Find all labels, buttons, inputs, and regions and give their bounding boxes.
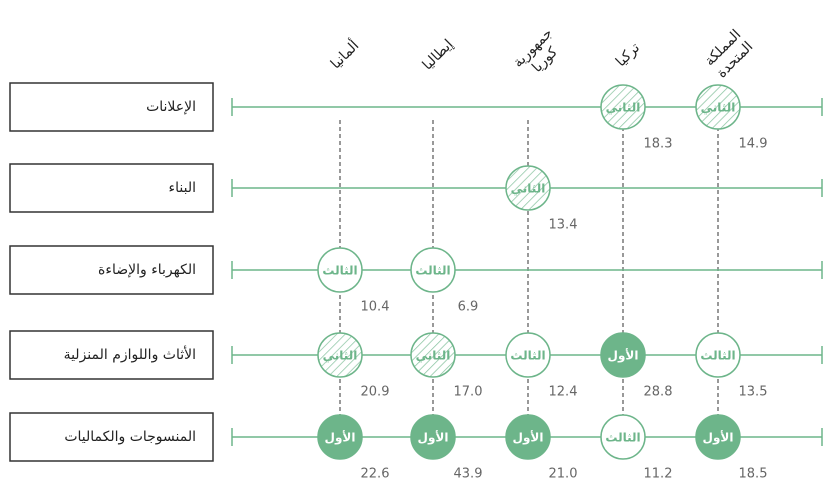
rank-label: الثالث bbox=[415, 264, 450, 278]
value-label: 12.4 bbox=[549, 385, 578, 400]
column-label: إيطاليا bbox=[420, 36, 457, 73]
rank-marker bbox=[600, 84, 646, 130]
rank-marker bbox=[317, 414, 363, 460]
row-label: الإعلانات bbox=[146, 99, 196, 115]
rank-marker bbox=[317, 247, 363, 293]
rank-label: الثاني bbox=[606, 101, 641, 115]
rank-label: الأول bbox=[608, 348, 639, 364]
rank-label: الثاني bbox=[511, 182, 546, 196]
row-label-box bbox=[9, 412, 214, 462]
value-label: 18.5 bbox=[739, 467, 768, 482]
row-label: المنسوجات والكماليات bbox=[64, 429, 196, 445]
rank-marker bbox=[410, 247, 456, 293]
rank-marker bbox=[695, 414, 741, 460]
rank-label: الثالث bbox=[700, 349, 735, 363]
rank-label: الثاني bbox=[323, 349, 358, 363]
value-label: 20.9 bbox=[361, 385, 390, 400]
rank-label: الثالث bbox=[510, 349, 545, 363]
rank-label: الأول bbox=[325, 430, 356, 446]
value-label: 11.2 bbox=[644, 467, 673, 482]
row-label: الأثاث واللوازم المنزلية bbox=[64, 345, 196, 363]
rank-marker bbox=[505, 332, 551, 378]
value-label: 13.5 bbox=[739, 385, 768, 400]
rank-marker bbox=[695, 332, 741, 378]
value-label: 43.9 bbox=[454, 467, 483, 482]
value-label: 18.3 bbox=[644, 137, 673, 152]
value-label: 14.9 bbox=[739, 137, 768, 152]
rank-marker bbox=[600, 332, 646, 378]
row-label-box bbox=[9, 330, 214, 380]
rank-label: الأول bbox=[513, 430, 544, 446]
value-label: 13.4 bbox=[549, 218, 578, 233]
rank-label: الثالث bbox=[605, 431, 640, 445]
rank-label: الثالث bbox=[322, 264, 357, 278]
rank-marker bbox=[410, 414, 456, 460]
row-label: الكهرباء والإضاءة bbox=[98, 262, 196, 278]
rank-label: الأول bbox=[418, 430, 449, 446]
rank-marker bbox=[410, 332, 456, 378]
rank-marker bbox=[505, 165, 551, 211]
value-label: 21.0 bbox=[549, 467, 578, 482]
value-label: 10.4 bbox=[361, 300, 390, 315]
value-label: 6.9 bbox=[458, 300, 479, 315]
rank-label: الأول bbox=[703, 430, 734, 446]
row-label-box bbox=[9, 245, 214, 295]
value-label: 22.6 bbox=[361, 467, 390, 482]
rank-marker bbox=[505, 414, 551, 460]
rank-label: الثاني bbox=[416, 349, 451, 363]
rank-marker bbox=[600, 414, 646, 460]
column-label: ألمانيا bbox=[326, 36, 362, 72]
rank-marker bbox=[695, 84, 741, 130]
value-label: 17.0 bbox=[454, 385, 483, 400]
column-header: تركيا bbox=[613, 40, 643, 70]
row-label-box bbox=[9, 82, 214, 132]
column-header: إيطاليا bbox=[420, 36, 457, 73]
rank-label: الثاني bbox=[701, 101, 736, 115]
rank-marker bbox=[317, 332, 363, 378]
row-label-box bbox=[9, 163, 214, 213]
column-label: تركيا bbox=[613, 40, 643, 70]
row-label: البناء bbox=[169, 180, 196, 196]
column-header: ألمانيا bbox=[326, 36, 362, 72]
value-label: 28.8 bbox=[644, 385, 673, 400]
